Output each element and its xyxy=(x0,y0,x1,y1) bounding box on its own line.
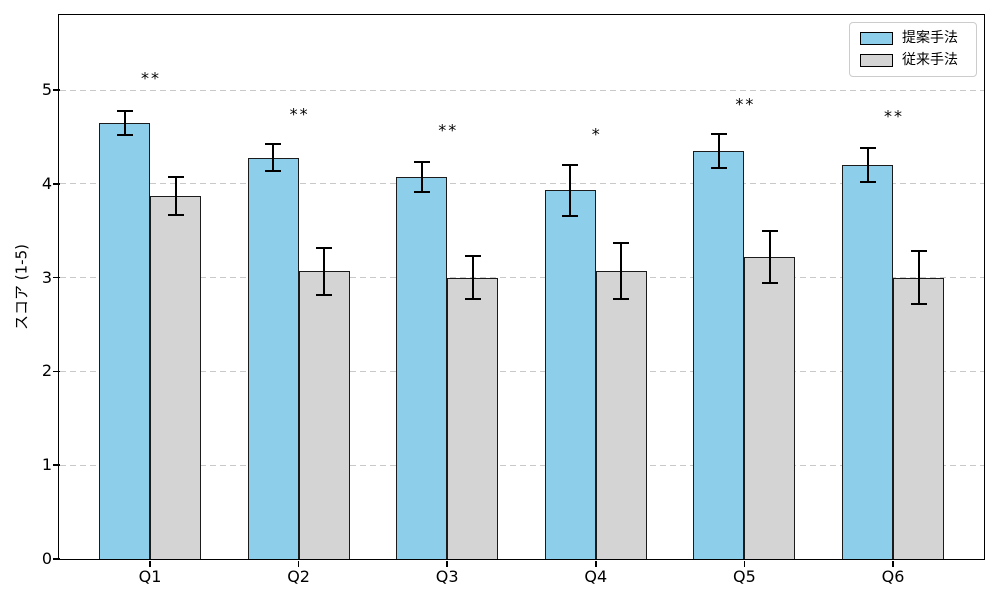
gridline-y1 xyxy=(59,464,985,466)
x-tick-label-q4: Q4 xyxy=(584,567,608,586)
error-bar-proposed-q5-cap-top xyxy=(710,133,727,136)
x-tick-label-q6: Q6 xyxy=(881,567,905,586)
error-bar-proposed-q6 xyxy=(866,148,869,182)
bar-conventional-q5 xyxy=(744,256,796,560)
gridline-y3 xyxy=(59,277,985,279)
y-tick-label-2: 2 xyxy=(41,361,52,381)
legend-label-conventional: 従来手法 xyxy=(902,52,958,68)
y-tick-label-0: 0 xyxy=(41,549,52,568)
error-bar-conventional-q4 xyxy=(620,242,623,300)
error-bar-conventional-q2 xyxy=(323,247,326,295)
gridline-y2 xyxy=(59,370,985,372)
error-bar-proposed-q3-cap-top xyxy=(413,161,430,164)
error-bar-proposed-q4 xyxy=(569,165,572,216)
y-axis-label: スコア (1-5) xyxy=(12,244,31,330)
error-bar-conventional-q4-cap-top xyxy=(613,241,630,244)
bar-conventional-q2 xyxy=(298,271,350,560)
error-bar-conventional-q5-cap-bottom xyxy=(761,282,778,285)
y-tick-label-4: 4 xyxy=(41,173,52,193)
error-bar-conventional-q1-cap-top xyxy=(167,176,184,179)
bar-conventional-q1 xyxy=(150,196,201,560)
legend-swatch-conventional xyxy=(860,54,893,67)
x-tick-label-q2: Q2 xyxy=(287,567,310,586)
error-bar-proposed-q2-cap-bottom xyxy=(265,169,282,172)
y-tick-label-1: 1 xyxy=(41,455,52,475)
legend: 提案手法 従来手法 xyxy=(849,22,977,77)
legend-item-conventional: 従来手法 xyxy=(860,53,966,68)
error-bar-proposed-q2-cap-top xyxy=(265,143,282,146)
bar-conventional-q4 xyxy=(595,271,647,560)
error-bar-conventional-q4-cap-bottom xyxy=(613,298,630,301)
x-tick-mark-q1 xyxy=(149,560,151,567)
error-bar-proposed-q5-cap-bottom xyxy=(710,166,727,169)
legend-item-proposed: 提案手法 xyxy=(860,31,966,46)
legend-swatch-proposed xyxy=(860,32,893,45)
error-bar-conventional-q6 xyxy=(917,251,920,304)
significance-marker-q2: ** xyxy=(289,104,310,124)
error-bar-proposed-q1-cap-top xyxy=(116,109,133,112)
error-bar-proposed-q1-cap-bottom xyxy=(116,134,133,137)
x-tick-mark-q6 xyxy=(892,560,894,567)
x-tick-mark-q4 xyxy=(595,560,597,567)
bar-proposed-q1 xyxy=(99,122,150,560)
error-bar-conventional-q1-cap-bottom xyxy=(167,213,184,216)
legend-label-proposed: 提案手法 xyxy=(902,30,958,46)
gridline-y4 xyxy=(59,183,985,185)
bar-conventional-q3 xyxy=(447,277,499,560)
significance-marker-q3: ** xyxy=(438,120,459,140)
bar-proposed-q6 xyxy=(842,165,893,560)
bar-proposed-q4 xyxy=(544,190,596,560)
error-bar-proposed-q3-cap-bottom xyxy=(413,191,430,194)
x-tick-label-q3: Q3 xyxy=(435,567,459,586)
bar-conventional-q6 xyxy=(893,277,944,560)
error-bar-conventional-q3 xyxy=(471,256,474,300)
bar-proposed-q5 xyxy=(693,151,745,560)
error-bar-proposed-q6-cap-bottom xyxy=(859,180,876,183)
x-tick-mark-q2 xyxy=(297,560,300,567)
bar-proposed-q2 xyxy=(247,157,299,560)
error-bar-conventional-q6-cap-bottom xyxy=(910,302,927,305)
x-tick-label-q1: Q1 xyxy=(138,567,162,586)
bar-proposed-q3 xyxy=(396,177,448,560)
error-bar-proposed-q4-cap-top xyxy=(562,164,579,167)
error-bar-proposed-q6-cap-top xyxy=(859,147,876,150)
error-bar-proposed-q1 xyxy=(123,110,126,136)
significance-marker-q4: * xyxy=(591,124,602,144)
significance-marker-q5: ** xyxy=(735,94,756,114)
error-bar-conventional-q1 xyxy=(174,177,177,215)
error-bar-proposed-q3 xyxy=(420,162,423,193)
y-tick-mark-0 xyxy=(53,558,60,560)
significance-marker-q1: ** xyxy=(141,68,161,88)
x-tick-label-q5: Q5 xyxy=(733,567,756,586)
y-tick-label-5: 5 xyxy=(41,80,52,100)
y-tick-mark-1 xyxy=(53,464,60,466)
y-tick-mark-3 xyxy=(53,276,60,279)
error-bar-conventional-q5 xyxy=(768,230,771,284)
error-bar-conventional-q5-cap-top xyxy=(761,229,778,232)
y-tick-mark-4 xyxy=(53,183,60,185)
error-bar-proposed-q2 xyxy=(272,144,275,171)
significance-marker-q6: ** xyxy=(884,106,904,126)
error-bar-proposed-q5 xyxy=(717,134,720,168)
x-tick-mark-q3 xyxy=(446,560,448,567)
gridline-y5 xyxy=(59,89,985,91)
error-bar-conventional-q2-cap-top xyxy=(316,246,333,249)
error-bar-conventional-q2-cap-bottom xyxy=(316,293,333,296)
y-tick-mark-5 xyxy=(53,89,60,91)
error-bar-conventional-q3-cap-top xyxy=(464,255,481,258)
x-tick-mark-q5 xyxy=(743,560,746,567)
y-tick-mark-2 xyxy=(53,370,60,373)
error-bar-conventional-q3-cap-bottom xyxy=(464,298,481,301)
y-tick-label-3: 3 xyxy=(41,267,52,287)
error-bar-conventional-q6-cap-top xyxy=(910,250,927,253)
error-bar-proposed-q4-cap-bottom xyxy=(562,214,579,217)
